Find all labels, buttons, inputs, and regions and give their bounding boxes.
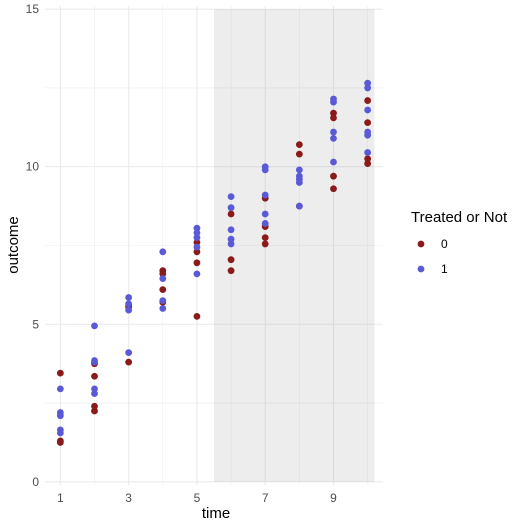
data-point-series-0 [193,259,201,267]
x-axis-ticks: 1 3 5 7 9 [57,491,337,505]
data-point-series-1 [227,240,235,248]
gridlines [45,6,383,485]
data-point-series-0 [159,286,167,294]
data-point-series-0 [193,248,201,256]
data-point-series-1 [159,248,167,256]
data-point-series-1 [91,390,98,398]
data-point-series-1 [330,158,337,166]
data-point-series-0 [91,372,98,380]
legend-key-0 [417,240,425,248]
data-point-series-1 [91,358,98,366]
data-point-series-1 [227,193,235,201]
legend: Treated or Not 0 1 [411,209,508,276]
x-tick-label: 9 [330,491,337,505]
data-point-series-1 [125,300,133,308]
data-point-series-1 [364,149,372,156]
data-point-series-1 [159,305,167,312]
data-point-series-0 [330,185,337,193]
x-tick-label: 5 [194,491,201,505]
y-tick-label: 10 [26,160,40,174]
data-point-series-0 [227,267,235,275]
data-point-series-1 [261,210,269,218]
data-point-series-0 [364,97,372,104]
legend-title: Treated or Not [411,209,508,226]
data-point-series-1 [159,297,167,305]
data-point-series-1 [91,322,98,330]
data-point-series-1 [364,79,372,87]
data-point-series-1 [330,128,337,136]
y-tick-label: 5 [32,317,39,331]
data-point-series-1 [125,349,133,357]
legend-key-1 [417,265,425,273]
data-point-series-0 [261,234,269,242]
y-axis-ticks: 0 5 10 15 [26,2,40,489]
y-tick-label: 15 [26,2,40,16]
data-point-series-0 [91,407,98,415]
data-point-series-1 [227,204,235,212]
data-point-series-1 [159,275,167,282]
data-point-series-0 [193,238,201,246]
data-point-series-0 [56,369,64,377]
data-points [56,79,372,446]
shaded-region-layer [214,9,375,482]
data-point-series-0 [364,160,372,167]
data-point-series-0 [364,155,372,163]
data-point-series-1 [193,270,201,278]
data-point-series-1 [364,131,372,139]
data-point-series-1 [295,202,303,210]
data-point-series-0 [295,141,303,149]
data-point-series-0 [364,119,372,126]
data-point-series-0 [261,240,269,248]
data-point-series-0 [193,313,201,320]
data-point-series-0 [56,439,64,446]
data-point-series-1 [56,412,64,420]
data-point-series-1 [261,220,269,227]
data-point-series-0 [330,109,337,117]
data-point-series-1 [193,243,201,251]
data-point-series-0 [91,402,98,410]
data-point-series-0 [227,210,235,218]
data-point-series-1 [193,234,201,242]
data-point-series-0 [330,114,337,122]
y-axis-title: outcome [5,216,22,274]
legend-label-0: 0 [441,237,448,251]
data-point-series-1 [91,385,98,393]
data-point-series-1 [295,166,303,174]
x-axis-title: time [202,505,230,520]
data-point-series-1 [125,294,133,301]
data-point-series-1 [330,98,337,106]
data-point-series-1 [56,385,64,393]
y-tick-label: 0 [32,475,39,489]
data-point-series-1 [227,235,235,243]
legend-label-1: 1 [441,262,448,276]
x-tick-label: 3 [125,491,132,505]
data-point-series-0 [295,150,303,158]
x-tick-label: 7 [262,491,269,505]
data-point-series-1 [125,306,133,314]
data-point-series-1 [261,166,269,174]
data-point-series-1 [56,429,64,437]
data-point-series-1 [364,106,372,114]
data-point-series-0 [125,358,133,366]
data-point-series-0 [159,270,167,278]
data-point-series-1 [193,229,201,237]
data-point-series-1 [295,179,303,186]
data-point-series-1 [193,224,201,232]
x-tick-label: 1 [57,491,64,505]
data-point-series-1 [364,84,372,92]
data-point-series-1 [261,191,269,199]
data-point-series-1 [330,134,337,142]
data-point-series-1 [227,226,235,234]
data-point-series-0 [227,256,235,264]
shaded-region [214,9,375,482]
data-point-series-0 [330,172,337,180]
